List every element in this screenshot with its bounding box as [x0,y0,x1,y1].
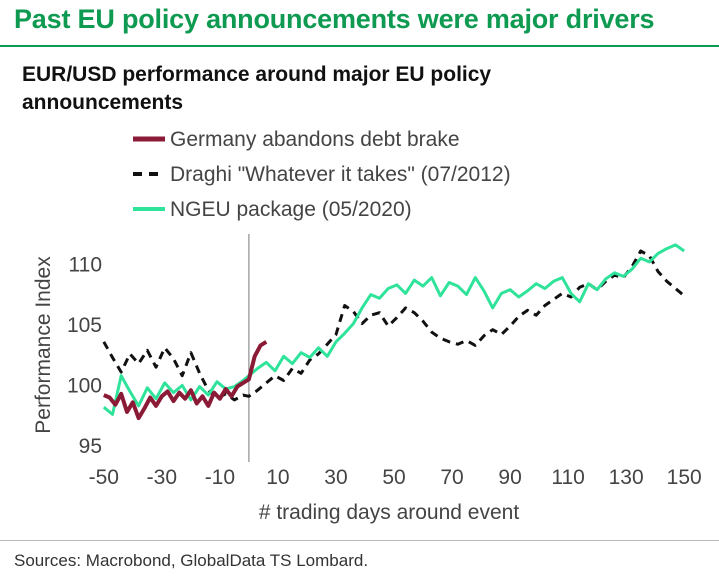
source-note: Sources: Macrobond, GlobalData TS Lombar… [14,551,369,570]
series-line-draghi [102,249,686,402]
y-tick-label: 105 [67,314,102,337]
series-line-germany [103,340,268,421]
legend-label-germany: Germany abandons debt brake [170,128,460,151]
series-line-ngeu [102,243,686,416]
x-tick-label: 30 [324,466,347,489]
legend-label-ngeu: NGEU package (05/2020) [170,198,412,221]
chart-title: EUR/USD performance around major EU poli… [22,63,492,114]
x-tick-label: 70 [440,466,463,489]
x-axis-label: # trading days around event [259,501,520,524]
x-tick-label: -10 [205,466,235,489]
y-tick-label: 110 [69,253,102,276]
legend: Germany abandons debt brake Draghi "What… [133,128,511,221]
x-tick-label: -30 [147,466,177,489]
page-title: Past EU policy announcements were major … [14,4,655,34]
x-tick-label: 110 [551,466,584,489]
x-tick-label: 10 [266,466,289,489]
x-tick-label: -50 [89,466,119,489]
x-tick-label: 150 [667,466,702,489]
series-group [102,243,686,421]
title-rule [0,45,719,47]
legend-label-draghi: Draghi "Whatever it takes" (07/2012) [170,163,511,186]
y-tick-label: 100 [67,374,102,397]
x-tick-label: 90 [498,466,521,489]
axes: -50 -30 -10 10 30 50 70 90 110 130 150 95 100 105 110 [67,234,702,489]
x-tick-label: 130 [609,466,644,489]
chart-plot: Germany abandons debt brake Draghi "What… [32,128,702,524]
footer-rule [0,540,719,541]
x-tick-label: 50 [382,466,405,489]
y-tick-label: 95 [79,435,102,458]
y-axis-label: Performance Index [32,256,55,434]
